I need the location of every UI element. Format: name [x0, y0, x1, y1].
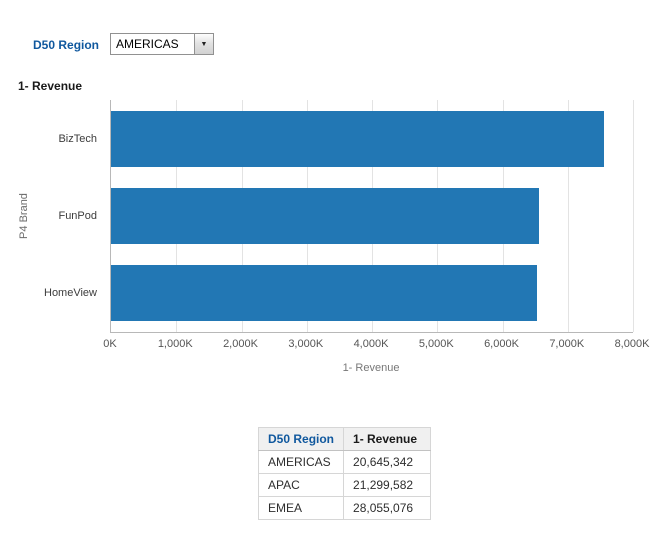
x-tick-label: 3,000K: [288, 338, 324, 350]
category-label: BizTech: [58, 132, 97, 145]
bar-biztech[interactable]: [111, 110, 605, 167]
x-axis-ticks: 0K 1,000K 2,000K 3,000K 4,000K 5,000K 6,000K 7,…: [103, 338, 649, 352]
x-tick-label: 8,000K: [614, 338, 650, 350]
table-cell-revenue: 20,645,342: [343, 450, 432, 474]
x-tick-label: 7,000K: [549, 338, 585, 350]
y-axis-title-wrap: P4 Brand: [16, 100, 32, 332]
table-cell-revenue: 21,299,582: [343, 473, 432, 497]
table-cell-revenue: 28,055,076: [343, 496, 432, 520]
x-tick-label: 0K: [103, 338, 117, 350]
bar-homeview[interactable]: [111, 265, 537, 322]
bar-row: [111, 255, 633, 332]
x-tick-label: 5,000K: [418, 338, 454, 350]
table-row: EMEA 28,055,076: [257, 496, 432, 520]
category-label: HomeView: [44, 287, 97, 300]
region-prompt-label: D50 Region: [33, 38, 100, 52]
x-tick-label: 1,000K: [157, 338, 193, 350]
table-header-region: D50 Region: [257, 427, 345, 451]
plot-area: [110, 100, 634, 333]
bar-funpod[interactable]: [111, 187, 540, 244]
table-row: AMERICAS 20,645,342: [257, 450, 432, 474]
summary-table: D50 Region 1- Revenue AMERICAS 20,645,342…: [257, 427, 432, 520]
table-cell-region: AMERICAS: [257, 450, 345, 474]
x-tick-label: 2,000K: [223, 338, 258, 350]
table-cell-region: EMEA: [257, 496, 345, 520]
y-axis-title: P4 Brand: [18, 193, 30, 239]
region-dropdown-value[interactable]: AMERICAS: [116, 37, 179, 51]
table-body: AMERICAS 20,645,342 APAC 21,299,582 EMEA 28,0…: [257, 450, 432, 520]
category-label: FunPod: [58, 209, 97, 222]
gridline: [567, 100, 569, 332]
table-header-row: D50 Region 1- Revenue: [257, 427, 432, 451]
table-header-revenue: 1- Revenue: [343, 427, 432, 451]
category-axis: BizTech FunPod HomeView: [34, 100, 104, 332]
table-cell-region: APAC: [257, 473, 345, 497]
bar-row: [111, 100, 633, 177]
x-tick-label: 6,000K: [484, 338, 519, 350]
x-tick-label: 4,000K: [353, 338, 389, 350]
bar-row: [111, 177, 633, 254]
table-row: APAC 21,299,582: [257, 473, 432, 497]
chart-title: 1- Revenue: [18, 79, 83, 93]
gridline: [633, 100, 634, 332]
region-dropdown[interactable]: AMERICAS ▼: [110, 33, 214, 55]
dropdown-arrow-icon[interactable]: ▼: [194, 34, 213, 54]
x-axis-title: 1- Revenue: [342, 362, 400, 374]
